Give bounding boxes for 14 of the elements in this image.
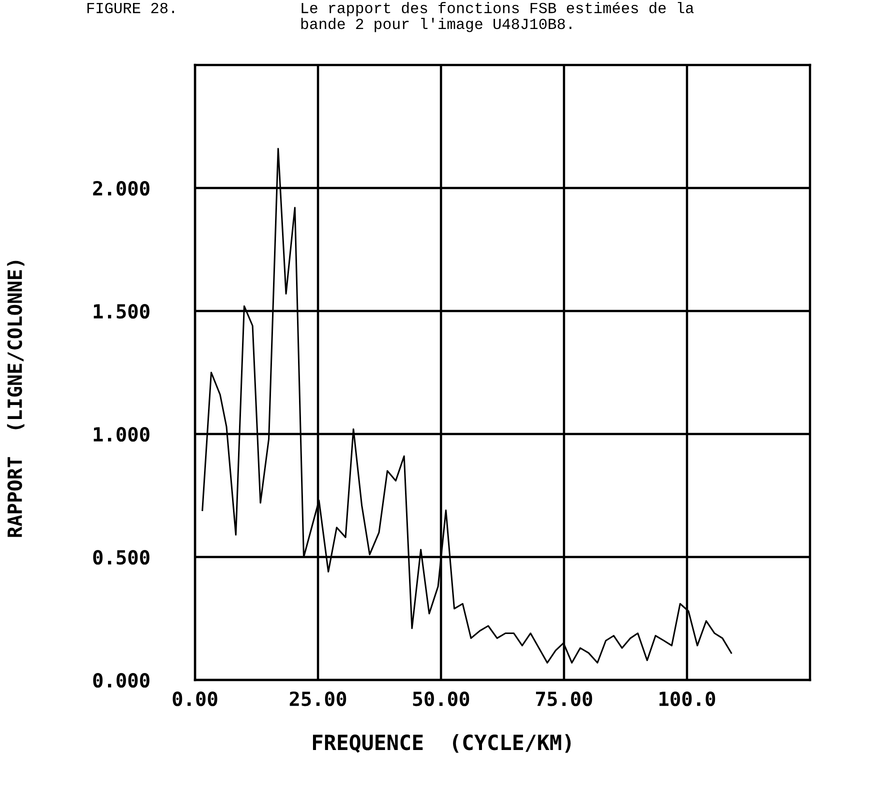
x-tick-label: 0.00: [172, 691, 218, 706]
y-tick-label: 2.000: [93, 180, 150, 196]
x-tick-label: 50.00: [413, 691, 470, 706]
y-axis-title: RAPPORT (LIGNE/COLONNE): [7, 260, 24, 537]
x-tick-label: 75.00: [536, 691, 592, 706]
x-axis-title: FREQUENCE (CYCLE/KM): [313, 734, 571, 753]
chart-title: Le rapport des fonctions FSB estimées de la bande 2 pour l'image U48J10B8.: [301, 2, 694, 32]
x-tick-label: 100.0: [660, 691, 716, 706]
y-tick-label: 0.500: [93, 550, 150, 565]
y-tick-label: 1.000: [94, 426, 150, 442]
x-tick-label: 25.00: [290, 691, 346, 706]
caption: FIGURE 28.: [87, 2, 174, 14]
y-tick-label: 0.000: [93, 672, 150, 688]
y-tick-label: 1.500: [94, 304, 150, 319]
